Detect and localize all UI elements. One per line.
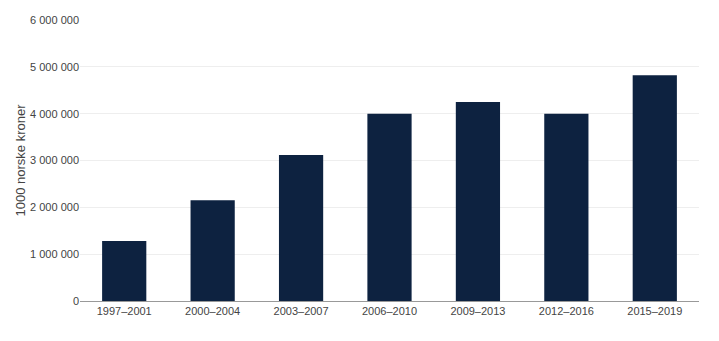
svg-text:6 000 000: 6 000 000 (30, 14, 79, 26)
svg-text:2012–2016: 2012–2016 (539, 305, 594, 317)
svg-text:2000–2004: 2000–2004 (185, 305, 240, 317)
svg-text:2009–2013: 2009–2013 (450, 305, 505, 317)
svg-text:2003–2007: 2003–2007 (274, 305, 329, 317)
svg-text:0: 0 (73, 295, 79, 307)
svg-text:5 000 000: 5 000 000 (30, 61, 79, 73)
svg-text:2015–2019: 2015–2019 (627, 305, 682, 317)
svg-text:1 000 000: 1 000 000 (30, 248, 79, 260)
svg-text:4 000 000: 4 000 000 (30, 108, 79, 120)
svg-text:1997–2001: 1997–2001 (97, 305, 152, 317)
svg-text:1000 norske kroner: 1000 norske kroner (13, 104, 28, 217)
svg-text:2 000 000: 2 000 000 (30, 201, 79, 213)
svg-text:2006–2010: 2006–2010 (362, 305, 417, 317)
svg-text:3 000 000: 3 000 000 (30, 154, 79, 166)
